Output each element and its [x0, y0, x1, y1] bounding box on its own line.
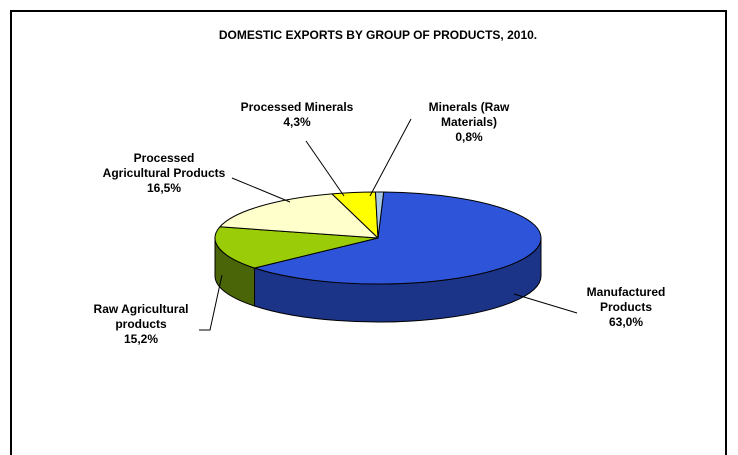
slice-name-processed-agricultural-products: Agricultural Products	[103, 166, 226, 180]
slice-name-processed-minerals: Processed Minerals	[241, 100, 354, 114]
leader-lines	[199, 118, 578, 331]
slice-percent-manufactured-products: 63,0%	[609, 315, 643, 329]
slice-minerals-raw-materials	[374, 191, 385, 239]
slice-percent-processed-agricultural-products: 16,5%	[147, 181, 181, 195]
leader-line-raw-agricultural-products	[199, 274, 223, 331]
slice-processed-agricultural-products	[219, 193, 379, 239]
slice-name-minerals-raw-materials: Materials)	[441, 115, 497, 129]
slice-raw-agricultural-products	[214, 226, 379, 269]
slice-manufactured-products	[254, 191, 542, 285]
leader-line-processed-minerals	[305, 140, 345, 197]
leader-line-manufactured-products	[513, 293, 578, 314]
slice-labels: Manufactured Products 63,0% Raw Agricultura…	[94, 100, 666, 346]
chart-title: DOMESTIC EXPORTS BY GROUP OF PRODUCTS, 2…	[219, 28, 537, 42]
slice-label-manufactured-products: Manufactured Products 63,0%	[587, 285, 666, 329]
slice-name-raw-agricultural-products: products	[115, 317, 167, 331]
slice-label-processed-minerals: Processed Minerals 4,3%	[241, 100, 354, 129]
slice-name-manufactured-products: Products	[600, 300, 652, 314]
slice-percent-minerals-raw-materials: 0,8%	[455, 130, 483, 144]
slice-label-minerals-raw-materials: Minerals (Raw Materials) 0,8%	[429, 100, 510, 144]
pie-tops	[214, 191, 542, 285]
leader-line-processed-agricultural-products	[231, 177, 291, 203]
slice-name-raw-agricultural-products: Raw Agricultural	[94, 302, 189, 316]
slice-name-manufactured-products: Manufactured	[587, 285, 666, 299]
slice-percent-processed-minerals: 4,3%	[283, 115, 311, 129]
slice-name-minerals-raw-materials: Minerals (Raw	[429, 100, 510, 114]
slice-percent-raw-agricultural-products: 15,2%	[124, 332, 158, 346]
slice-label-processed-agricultural-products: Processed Agricultural Products 16,5%	[103, 151, 226, 195]
slice-name-processed-agricultural-products: Processed	[134, 151, 195, 165]
leader-line-minerals-raw-materials	[369, 118, 412, 197]
slice-label-raw-agricultural-products: Raw Agricultural products 15,2%	[94, 302, 189, 346]
